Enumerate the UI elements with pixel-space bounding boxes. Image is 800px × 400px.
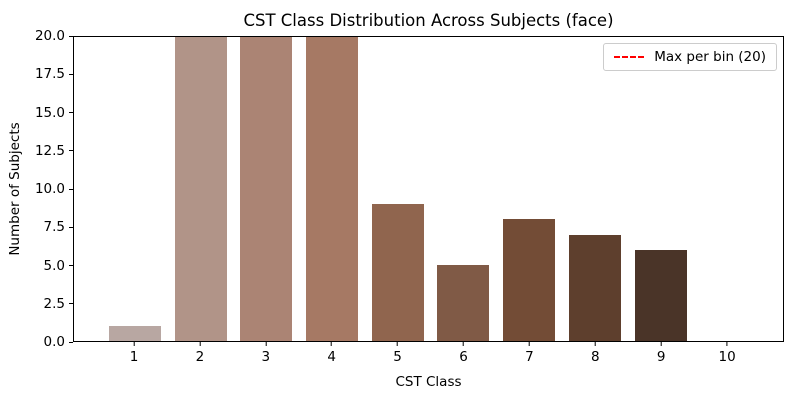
x-tick-mark xyxy=(726,342,728,346)
legend: Max per bin (20) xyxy=(603,43,777,71)
bars-container xyxy=(74,37,783,341)
x-tick-1: 1 xyxy=(129,342,139,365)
x-tick-3: 3 xyxy=(261,342,271,365)
x-tick-7: 7 xyxy=(525,342,534,365)
x-tick-label: 5 xyxy=(393,349,402,365)
bar-cst-7 xyxy=(503,219,556,341)
x-axis-label: CST Class xyxy=(395,374,462,390)
chart-title: CST Class Distribution Across Subjects (… xyxy=(243,11,614,30)
y-tick-7.5: 7.5 xyxy=(44,219,73,235)
x-tick-label: 6 xyxy=(459,349,468,365)
bar-cst-9 xyxy=(634,249,687,341)
y-tick-label: 10.0 xyxy=(34,181,65,197)
y-tick-mark xyxy=(69,150,73,152)
x-axis-ticks: 1 2 3 4 5 6 7 8 9 10 xyxy=(73,342,784,374)
x-tick-label: 3 xyxy=(261,349,271,365)
x-tick-5: 5 xyxy=(393,342,402,365)
x-tick-mark xyxy=(397,342,399,346)
y-tick-20.0: 20.0 xyxy=(35,28,73,44)
y-tick-10.0: 10.0 xyxy=(35,181,73,197)
x-tick-mark xyxy=(463,342,464,346)
x-tick-9: 9 xyxy=(656,342,666,365)
y-tick-label: 17.5 xyxy=(34,66,65,83)
bar-cst-3 xyxy=(240,37,293,341)
y-tick-label: 5.0 xyxy=(43,257,65,274)
x-tick-label: 7 xyxy=(525,349,534,365)
y-tick-label: 12.5 xyxy=(34,142,65,159)
x-tick-2: 2 xyxy=(195,342,205,365)
y-tick-mark xyxy=(69,188,73,190)
x-tick-label: 9 xyxy=(656,349,666,365)
x-tick-mark xyxy=(528,342,530,346)
legend-label: Max per bin (20) xyxy=(654,49,766,65)
x-tick-mark xyxy=(331,342,333,346)
y-tick-mark xyxy=(69,35,73,37)
x-tick-10: 10 xyxy=(719,342,736,365)
x-tick-label: 10 xyxy=(718,349,736,365)
x-tick-6: 6 xyxy=(459,342,468,365)
y-tick-label: 7.5 xyxy=(43,219,65,236)
bar-cst-2 xyxy=(174,37,227,341)
x-tick-label: 2 xyxy=(195,349,205,365)
x-tick-mark xyxy=(265,342,267,346)
y-tick-5.0: 5.0 xyxy=(44,258,73,274)
y-tick-mark xyxy=(69,112,73,113)
bar-cst-4 xyxy=(305,37,358,341)
y-tick-17.5: 17.5 xyxy=(35,66,73,82)
x-tick-label: 8 xyxy=(591,349,600,365)
x-tick-label: 1 xyxy=(129,349,139,365)
legend-dashed-line-icon xyxy=(614,56,645,58)
x-tick-label: 4 xyxy=(327,349,336,365)
y-tick-mark xyxy=(69,341,73,343)
y-tick-12.5: 12.5 xyxy=(35,143,73,159)
bar-cst-5 xyxy=(371,204,424,341)
x-tick-mark xyxy=(594,342,596,346)
y-tick-15.0: 15.0 xyxy=(35,105,73,121)
y-tick-2.5: 2.5 xyxy=(44,296,73,312)
y-tick-label: 20.0 xyxy=(34,28,65,44)
y-tick-mark xyxy=(69,226,73,228)
bar-cst-1 xyxy=(108,325,161,341)
y-tick-0.0: 0.0 xyxy=(44,334,73,350)
y-tick-label: 2.5 xyxy=(43,295,65,312)
y-tick-mark xyxy=(69,73,73,75)
y-axis-ticks: 0.0 2.5 5.0 7.5 10.0 12.5 15.0 17.5 20.0 xyxy=(0,28,73,350)
x-tick-4: 4 xyxy=(327,342,336,365)
y-tick-label: 15.0 xyxy=(34,104,65,121)
y-tick-label: 0.0 xyxy=(43,334,65,350)
x-tick-8: 8 xyxy=(591,342,600,365)
x-tick-mark xyxy=(660,342,662,346)
plot-area: Max per bin (20) xyxy=(73,36,784,342)
bar-cst-8 xyxy=(568,234,621,341)
x-tick-mark xyxy=(199,342,201,346)
y-tick-mark xyxy=(69,265,73,266)
y-tick-mark xyxy=(69,303,73,305)
bar-cst-6 xyxy=(437,265,490,341)
x-tick-mark xyxy=(133,342,135,346)
